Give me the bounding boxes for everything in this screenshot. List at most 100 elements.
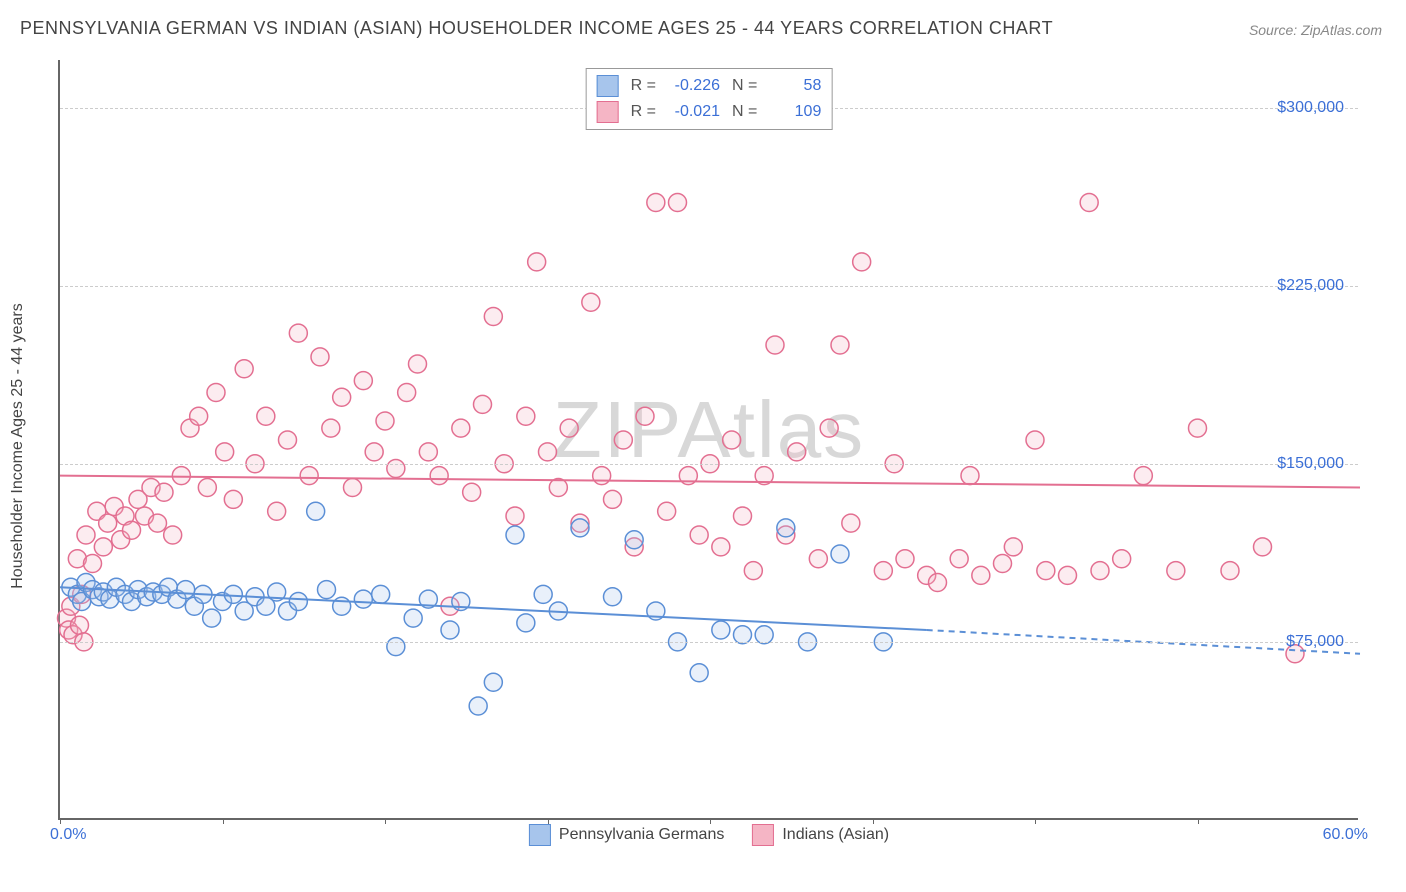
- scatter-point: [307, 502, 325, 520]
- scatter-point: [506, 526, 524, 544]
- scatter-point: [155, 483, 173, 501]
- scatter-point: [582, 293, 600, 311]
- scatter-point: [322, 419, 340, 437]
- scatter-point: [172, 467, 190, 485]
- scatter-point: [658, 502, 676, 520]
- y-axis-label: Householder Income Ages 25 - 44 years: [9, 303, 27, 589]
- gridline: [60, 642, 1358, 643]
- source-attribution: Source: ZipAtlas.com: [1249, 22, 1382, 38]
- x-tick-mark: [60, 818, 61, 824]
- n-label: N =: [732, 77, 757, 95]
- scatter-point: [372, 585, 390, 603]
- x-axis-end-label: 60.0%: [1323, 826, 1368, 844]
- scatter-point: [484, 308, 502, 326]
- r-label: R =: [631, 77, 656, 95]
- scatter-point: [177, 581, 195, 599]
- scatter-point: [469, 697, 487, 715]
- scatter-point: [734, 507, 752, 525]
- scatter-point: [207, 384, 225, 402]
- legend-bottom: Pennsylvania Germans Indians (Asian): [529, 824, 889, 846]
- scatter-point: [268, 502, 286, 520]
- scatter-point: [809, 550, 827, 568]
- scatter-point: [874, 562, 892, 580]
- legend-item-1: Pennsylvania Germans: [529, 824, 724, 846]
- plot-svg: [60, 60, 1358, 818]
- scatter-point: [216, 443, 234, 461]
- scatter-point: [517, 407, 535, 425]
- scatter-point: [517, 614, 535, 632]
- scatter-point: [224, 585, 242, 603]
- gridline: [60, 286, 1358, 287]
- chart-container: PENNSYLVANIA GERMAN VS INDIAN (ASIAN) HO…: [0, 0, 1406, 892]
- gridline: [60, 464, 1358, 465]
- y-tick-label: $300,000: [1277, 99, 1344, 117]
- x-tick-mark: [710, 818, 711, 824]
- scatter-point: [333, 388, 351, 406]
- scatter-point: [777, 519, 795, 537]
- x-tick-mark: [385, 818, 386, 824]
- scatter-point: [354, 590, 372, 608]
- scatter-point: [636, 407, 654, 425]
- x-axis-start-label: 0.0%: [50, 826, 86, 844]
- legend-label-1: Pennsylvania Germans: [559, 826, 724, 844]
- scatter-point: [430, 467, 448, 485]
- r-label: R =: [631, 103, 656, 121]
- scatter-point: [950, 550, 968, 568]
- r-value-1: -0.226: [664, 77, 720, 95]
- scatter-point: [831, 545, 849, 563]
- plot-area: ZIPAtlas R = -0.226 N = 58 R = -0.021 N …: [58, 60, 1358, 820]
- r-value-2: -0.021: [664, 103, 720, 121]
- scatter-point: [528, 253, 546, 271]
- scatter-point: [831, 336, 849, 354]
- scatter-point: [766, 336, 784, 354]
- legend-swatch-2: [752, 824, 774, 846]
- scatter-point: [99, 514, 117, 532]
- scatter-point: [690, 526, 708, 544]
- stats-row-series-1: R = -0.226 N = 58: [597, 73, 822, 99]
- y-tick-label: $150,000: [1277, 455, 1344, 473]
- scatter-point: [614, 431, 632, 449]
- scatter-point: [647, 194, 665, 212]
- scatter-point: [289, 324, 307, 342]
- scatter-point: [690, 664, 708, 682]
- scatter-point: [300, 467, 318, 485]
- scatter-point: [560, 419, 578, 437]
- scatter-point: [224, 490, 242, 508]
- trend-line: [60, 476, 1360, 488]
- scatter-point: [1091, 562, 1109, 580]
- scatter-point: [539, 443, 557, 461]
- scatter-point: [198, 479, 216, 497]
- scatter-point: [71, 616, 89, 634]
- scatter-point: [203, 609, 221, 627]
- scatter-point: [387, 460, 405, 478]
- scatter-point: [164, 526, 182, 544]
- x-tick-mark: [1035, 818, 1036, 824]
- swatch-series-1: [597, 75, 619, 97]
- scatter-point: [311, 348, 329, 366]
- scatter-point: [376, 412, 394, 430]
- scatter-point: [279, 431, 297, 449]
- scatter-point: [961, 467, 979, 485]
- scatter-point: [419, 443, 437, 461]
- scatter-point: [1004, 538, 1022, 556]
- scatter-point: [354, 372, 372, 390]
- scatter-point: [387, 638, 405, 656]
- legend-label-2: Indians (Asian): [782, 826, 889, 844]
- scatter-point: [506, 507, 524, 525]
- x-tick-mark: [223, 818, 224, 824]
- y-tick-label: $225,000: [1277, 277, 1344, 295]
- legend-item-2: Indians (Asian): [752, 824, 889, 846]
- legend-swatch-1: [529, 824, 551, 846]
- scatter-point: [723, 431, 741, 449]
- scatter-point: [788, 443, 806, 461]
- scatter-point: [77, 526, 95, 544]
- scatter-point: [1221, 562, 1239, 580]
- scatter-point: [712, 538, 730, 556]
- scatter-point: [994, 555, 1012, 573]
- scatter-point: [190, 407, 208, 425]
- scatter-point: [289, 593, 307, 611]
- scatter-point: [1167, 562, 1185, 580]
- scatter-point: [398, 384, 416, 402]
- scatter-point: [604, 490, 622, 508]
- scatter-point: [820, 419, 838, 437]
